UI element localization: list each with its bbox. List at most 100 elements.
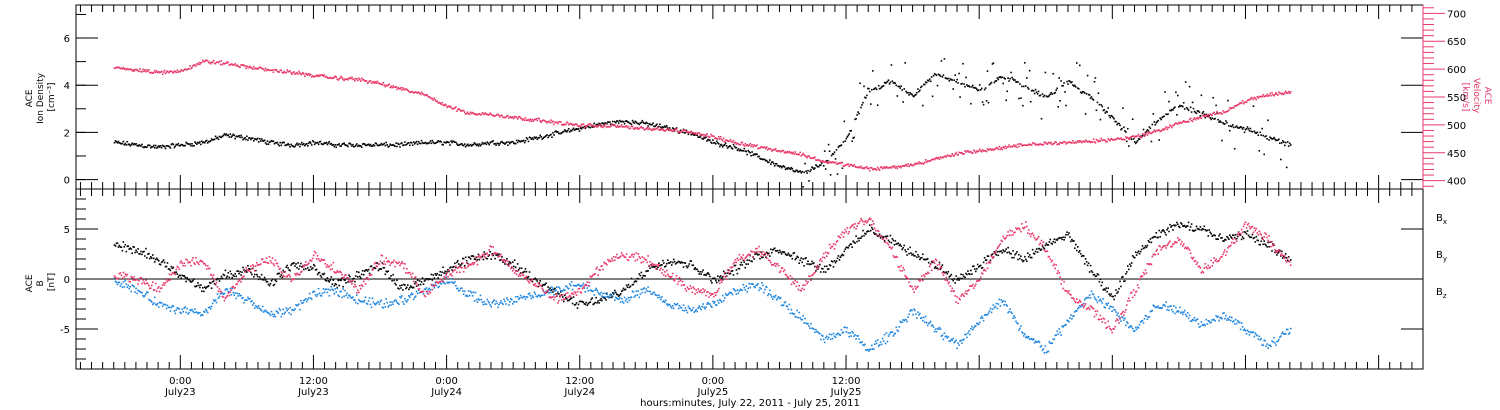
data-point [820, 338, 822, 341]
data-point [467, 144, 470, 147]
data-point [651, 266, 653, 268]
data-point [339, 279, 341, 281]
data-point [841, 253, 844, 256]
data-point [705, 134, 707, 136]
data-point [547, 291, 549, 294]
data-point [947, 154, 950, 157]
data-point [279, 141, 282, 144]
data-point [1142, 128, 1145, 131]
data-point [239, 136, 241, 139]
data-point [795, 257, 798, 260]
data-point [839, 256, 842, 258]
data-point [148, 144, 150, 146]
data-point [466, 295, 469, 298]
data-point [534, 118, 537, 121]
data-point [378, 303, 381, 305]
data-point [954, 74, 956, 76]
data-point [1111, 295, 1113, 298]
data-point [244, 136, 246, 139]
data-point [542, 137, 544, 139]
data-point [297, 262, 299, 264]
data-point [556, 121, 558, 124]
data-point [1167, 113, 1169, 115]
data-point [204, 286, 206, 288]
data-point [215, 61, 218, 63]
data-point [687, 133, 690, 136]
data-point [151, 145, 153, 148]
data-point [274, 69, 277, 71]
data-point [982, 261, 985, 264]
data-point [1055, 89, 1057, 91]
data-point [273, 142, 276, 145]
data-point [1249, 127, 1252, 130]
data-point [170, 265, 173, 268]
data-point [364, 296, 367, 299]
data-point [241, 136, 243, 139]
data-point [1009, 252, 1011, 255]
data-point [390, 304, 392, 306]
data-point [759, 287, 761, 289]
data-point [300, 262, 302, 265]
data-point [369, 265, 372, 268]
data-point [1213, 234, 1215, 236]
data-point [508, 117, 510, 119]
data-point [1190, 223, 1193, 225]
data-point [798, 262, 800, 264]
data-point [403, 88, 405, 91]
data-point [513, 259, 516, 261]
data-point [213, 62, 216, 65]
data-point [827, 268, 830, 270]
data-point [532, 278, 535, 281]
data-point [1244, 128, 1247, 131]
data-point [406, 286, 408, 289]
data-point [899, 87, 901, 89]
data-point [288, 70, 290, 73]
data-point [625, 120, 628, 122]
data-point [399, 296, 401, 298]
data-point [580, 128, 583, 130]
data-point [226, 134, 229, 137]
data-point [242, 297, 244, 299]
data-point [850, 335, 852, 337]
data-point [782, 251, 785, 254]
data-point [1136, 251, 1139, 254]
data-point [765, 160, 767, 162]
data-point [583, 303, 586, 305]
data-point [477, 113, 480, 116]
data-point [138, 290, 140, 292]
data-point [631, 284, 634, 286]
x-tick-sublabel: July23 [164, 387, 196, 398]
data-point [299, 265, 301, 267]
data-point [235, 65, 237, 67]
data-point [443, 281, 445, 284]
data-point [917, 162, 919, 165]
data-point [757, 155, 759, 158]
data-point [1103, 109, 1106, 111]
data-point [1156, 129, 1158, 132]
data-point [765, 256, 767, 258]
data-point [645, 288, 647, 290]
data-point [695, 268, 697, 271]
data-point [716, 304, 718, 306]
data-point [1232, 234, 1234, 236]
data-point [612, 292, 614, 294]
data-point [1003, 147, 1005, 149]
data-point [421, 277, 424, 279]
data-point [592, 124, 594, 127]
data-point [348, 142, 350, 145]
data-point [449, 106, 451, 108]
data-point [141, 291, 143, 294]
data-point [1125, 131, 1127, 133]
data-point [719, 275, 722, 277]
data-point [359, 145, 362, 147]
data-point [929, 160, 932, 162]
data-point [960, 83, 962, 85]
data-point [1261, 95, 1263, 98]
data-point [412, 92, 415, 94]
data-point [825, 335, 828, 338]
data-point [1033, 92, 1036, 95]
data-point [1217, 118, 1219, 121]
data-point [160, 301, 163, 304]
data-point [299, 145, 301, 148]
data-point [136, 251, 138, 253]
